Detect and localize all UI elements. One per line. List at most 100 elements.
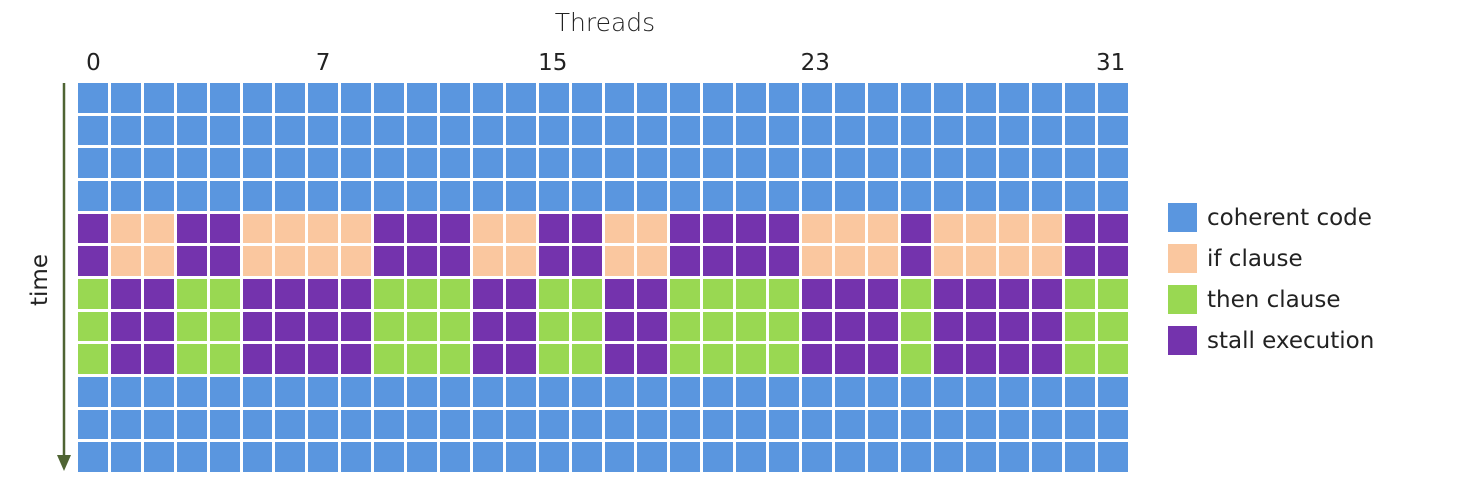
grid-cell-coherent [571,442,602,472]
grid-cell-stall [374,246,405,276]
grid-cell-if [242,246,273,276]
grid-cell-then [407,311,437,342]
grid-cell-then [736,278,767,309]
grid-cell-coherent [439,442,470,472]
grid-cell-coherent [505,115,536,146]
grid-cell-coherent [439,83,470,113]
grid-cell-coherent [439,115,470,146]
grid-cell-coherent [407,115,437,146]
grid-cell-coherent [867,376,898,407]
grid-cell-coherent [999,180,1030,211]
grid-cell-coherent [736,115,767,146]
grid-cell-if [242,213,273,244]
grid-cell-coherent [999,409,1030,440]
grid-cell-stall [275,344,306,374]
grid-cell-if [604,213,635,244]
grid-cell-stall [801,278,832,309]
grid-cell-if [637,246,668,276]
grid-cell-coherent [275,376,306,407]
grid-cell-coherent [933,83,964,113]
grid-cell-stall [834,311,865,342]
grid-cell-coherent [538,115,569,146]
grid-cell-then [1065,278,1096,309]
grid-cell-coherent [308,83,339,113]
grid-cell-coherent [407,442,437,472]
grid-cell-stall [472,311,503,342]
grid-cell-coherent [275,115,306,146]
grid-cell-stall [176,213,207,244]
grid-cell-then [1098,344,1128,374]
grid-cell-coherent [999,148,1030,178]
grid-cell-coherent [933,409,964,440]
grid-cell-coherent [867,409,898,440]
grid-cell-coherent [308,148,339,178]
grid-cell-coherent [472,148,503,178]
grid-cell-stall [472,344,503,374]
grid-cell-coherent [472,442,503,472]
grid-cell-coherent [966,442,997,472]
thread-tick-label: 31 [1095,50,1126,76]
grid-cell-coherent [867,442,898,472]
grid-cell-stall [571,246,602,276]
grid-cell-coherent [209,180,240,211]
grid-cell-coherent [769,376,799,407]
grid-cell-coherent [999,83,1030,113]
grid-cell-stall [966,278,997,309]
grid-cell-coherent [110,180,141,211]
grid-cell-coherent [703,83,734,113]
grid-cell-coherent [209,409,240,440]
grid-cell-stall [341,278,372,309]
grid-cell-then [571,344,602,374]
grid-cell-stall [999,278,1030,309]
grid-cell-coherent [670,442,701,472]
grid-cell-if [867,246,898,276]
grid-cell-stall [143,311,174,342]
grid-cell-coherent [769,180,799,211]
grid-cell-then [407,344,437,374]
grid-cell-coherent [78,376,108,407]
grid-cell-stall [242,311,273,342]
grid-cell-then [176,344,207,374]
grid-cell-coherent [867,115,898,146]
grid-cell-coherent [1032,409,1063,440]
grid-cell-coherent [538,180,569,211]
grid-cell-stall [341,344,372,374]
grid-cell-stall [374,213,405,244]
grid-cell-stall [703,213,734,244]
grid-cell-coherent [78,115,108,146]
grid-cell-coherent [736,83,767,113]
grid-cell-stall [78,246,108,276]
time-arrow-icon [57,83,71,471]
grid-cell-stall [801,344,832,374]
grid-cell-stall [143,278,174,309]
grid-cell-then [439,278,470,309]
grid-cell-if [604,246,635,276]
grid-cell-coherent [242,442,273,472]
grid-cell-coherent [1098,115,1128,146]
grid-cell-then [900,311,931,342]
legend-item-if: if clause [1168,238,1374,279]
grid-cell-coherent [1065,376,1096,407]
grid-cell-then [769,344,799,374]
grid-cell-coherent [275,180,306,211]
grid-cell-stall [703,246,734,276]
grid-cell-coherent [78,180,108,211]
grid-cell-then [439,344,470,374]
grid-cell-coherent [275,83,306,113]
grid-cell-stall [1065,246,1096,276]
grid-cell-coherent [801,409,832,440]
grid-cell-stall [1032,344,1063,374]
grid-cell-coherent [407,409,437,440]
grid-cell-coherent [801,376,832,407]
legend: coherent code if clause then clause stal… [1168,197,1374,361]
grid-cell-then [78,278,108,309]
grid-cell-coherent [275,148,306,178]
grid-cell-coherent [110,83,141,113]
grid-cell-stall [604,278,635,309]
grid-cell-coherent [472,409,503,440]
grid-cell-coherent [242,376,273,407]
grid-cell-coherent [1032,180,1063,211]
grid-cell-coherent [900,83,931,113]
grid-cell-if [505,213,536,244]
legend-item-coherent: coherent code [1168,197,1374,238]
